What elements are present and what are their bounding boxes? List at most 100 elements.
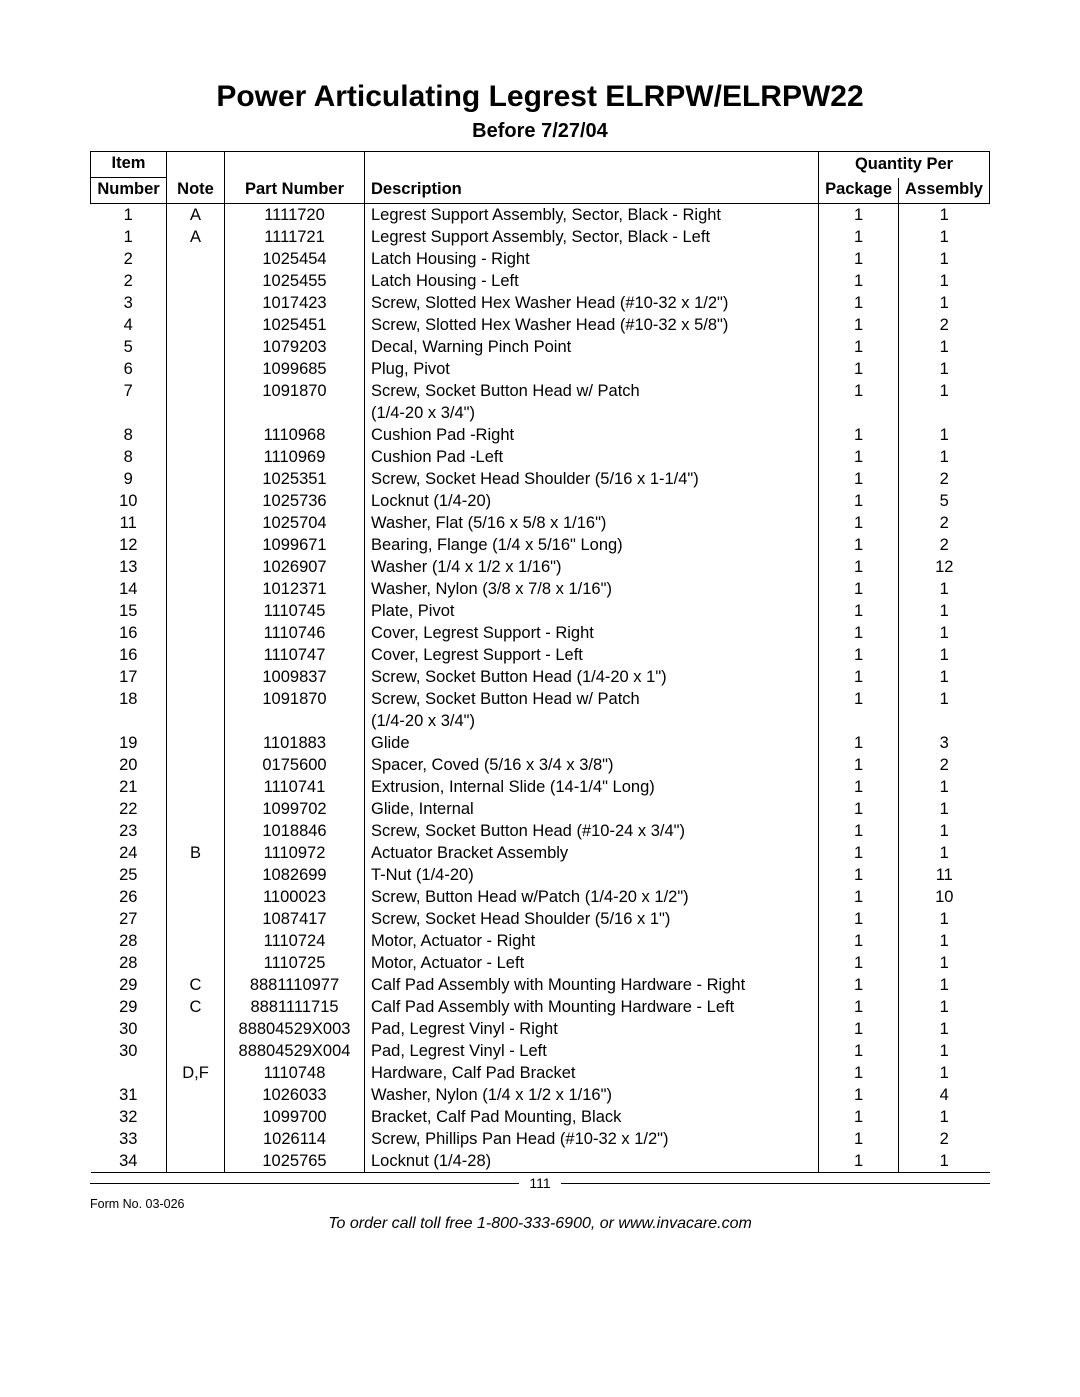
cell-item: 2	[91, 248, 167, 270]
cell-pkg: 1	[819, 534, 899, 556]
cell-asm: 1	[899, 336, 990, 358]
table-row: 61099685Plug, Pivot11	[91, 358, 990, 380]
cell-item: 9	[91, 468, 167, 490]
cell-note	[167, 930, 225, 952]
cell-note	[167, 820, 225, 842]
cell-asm: 2	[899, 468, 990, 490]
cell-asm: 11	[899, 864, 990, 886]
table-row: 29C8881110977Calf Pad Assembly with Moun…	[91, 974, 990, 996]
col-note: Note	[167, 152, 225, 204]
cell-part: 1110972	[225, 842, 365, 864]
cell-desc: Screw, Socket Button Head w/ Patch	[365, 688, 819, 710]
cell-item: 16	[91, 622, 167, 644]
cell-desc: Cushion Pad -Left	[365, 446, 819, 468]
cell-desc: Decal, Warning Pinch Point	[365, 336, 819, 358]
cell-note	[167, 710, 225, 732]
table-row: 251082699T-Nut (1/4-20)111	[91, 864, 990, 886]
cell-desc: Screw, Socket Button Head w/ Patch	[365, 380, 819, 402]
cell-desc: Hardware, Calf Pad Bracket	[365, 1062, 819, 1084]
cell-item: 8	[91, 446, 167, 468]
table-row: 18 1091870Screw, Socket Button Head w/ Pa…	[91, 688, 990, 710]
cell-part: 1017423	[225, 292, 365, 314]
cell-part: 88804529X004	[225, 1040, 365, 1062]
cell-item: 16	[91, 644, 167, 666]
table-row: 171009837Screw, Socket Button Head (1/4-…	[91, 666, 990, 688]
cell-item: 25	[91, 864, 167, 886]
cell-pkg	[819, 402, 899, 424]
cell-item: 5	[91, 336, 167, 358]
table-row: 211110741Extrusion, Internal Slide (14-1…	[91, 776, 990, 798]
cell-desc: Latch Housing - Right	[365, 248, 819, 270]
cell-part	[225, 402, 365, 424]
cell-part: 1025455	[225, 270, 365, 292]
parts-table: Item Note Part Number Description Quanti…	[90, 151, 990, 1173]
cell-asm: 1	[899, 1040, 990, 1062]
page-title: Power Articulating Legrest ELRPW/ELRPW22	[90, 80, 990, 114]
cell-desc: Screw, Phillips Pan Head (#10-32 x 1/2")	[365, 1128, 819, 1150]
cell-item: 18	[91, 688, 167, 710]
cell-item: 7	[91, 380, 167, 402]
cell-note	[167, 314, 225, 336]
cell-desc: Plug, Pivot	[365, 358, 819, 380]
cell-note	[167, 1040, 225, 1062]
cell-note	[167, 908, 225, 930]
cell-part: 1026907	[225, 556, 365, 578]
cell-pkg: 1	[819, 578, 899, 600]
cell-asm: 1	[899, 974, 990, 996]
cell-desc: Motor, Actuator - Left	[365, 952, 819, 974]
table-row: 191101883Glide13	[91, 732, 990, 754]
col-asm: Assembly	[899, 178, 990, 204]
cell-note	[167, 754, 225, 776]
cell-asm: 2	[899, 534, 990, 556]
cell-asm	[899, 710, 990, 732]
cell-desc: Latch Housing - Left	[365, 270, 819, 292]
cell-item	[91, 710, 167, 732]
cell-asm: 3	[899, 732, 990, 754]
cell-item: 2	[91, 270, 167, 292]
table-row: 281110725Motor, Actuator - Left11	[91, 952, 990, 974]
table-row: 3088804529X004Pad, Legrest Vinyl - Left1…	[91, 1040, 990, 1062]
cell-note	[167, 776, 225, 798]
cell-item: 24	[91, 842, 167, 864]
cell-item: 10	[91, 490, 167, 512]
cell-desc: Locknut (1/4-28)	[365, 1150, 819, 1173]
cell-asm: 1	[899, 908, 990, 930]
cell-desc: Screw, Slotted Hex Washer Head (#10-32 x…	[365, 292, 819, 314]
cell-asm: 2	[899, 1128, 990, 1150]
cell-item: 20	[91, 754, 167, 776]
table-row: 141012371Washer, Nylon (3/8 x 7/8 x 1/16…	[91, 578, 990, 600]
table-row: 261100023Screw, Button Head w/Patch (1/4…	[91, 886, 990, 908]
cell-desc: Screw, Socket Head Shoulder (5/16 x 1")	[365, 908, 819, 930]
cell-asm: 1	[899, 820, 990, 842]
cell-part: 1100023	[225, 886, 365, 908]
cell-pkg: 1	[819, 556, 899, 578]
table-row: 311026033Washer, Nylon (1/4 x 1/2 x 1/16…	[91, 1084, 990, 1106]
cell-pkg: 1	[819, 1106, 899, 1128]
col-item-top: Item	[91, 152, 167, 178]
cell-desc: Cover, Legrest Support - Left	[365, 644, 819, 666]
cell-pkg: 1	[819, 270, 899, 292]
cell-pkg: 1	[819, 1018, 899, 1040]
table-row: 71091870Screw, Socket Button Head w/ Pat…	[91, 380, 990, 402]
table-row: D,F1110748Hardware, Calf Pad Bracket11	[91, 1062, 990, 1084]
cell-desc: Washer, Nylon (3/8 x 7/8 x 1/16")	[365, 578, 819, 600]
cell-item: 28	[91, 952, 167, 974]
cell-desc: Screw, Socket Head Shoulder (5/16 x 1-1/…	[365, 468, 819, 490]
cell-desc: Bearing, Flange (1/4 x 5/16" Long)	[365, 534, 819, 556]
cell-note: A	[167, 226, 225, 248]
cell-desc: Bracket, Calf Pad Mounting, Black	[365, 1106, 819, 1128]
cell-part: 1110724	[225, 930, 365, 952]
cell-part: 1091870	[225, 688, 365, 710]
cell-asm: 1	[899, 1150, 990, 1173]
cell-asm: 2	[899, 512, 990, 534]
cell-desc: Legrest Support Assembly, Sector, Black …	[365, 204, 819, 227]
table-row: 161110746Cover, Legrest Support - Right1…	[91, 622, 990, 644]
cell-asm: 2	[899, 314, 990, 336]
cell-item: 3	[91, 292, 167, 314]
table-row: 1A1111720Legrest Support Assembly, Secto…	[91, 204, 990, 227]
cell-item: 28	[91, 930, 167, 952]
cell-desc: Screw, Slotted Hex Washer Head (#10-32 x…	[365, 314, 819, 336]
cell-item: 19	[91, 732, 167, 754]
cell-asm	[899, 402, 990, 424]
cell-asm: 1	[899, 666, 990, 688]
